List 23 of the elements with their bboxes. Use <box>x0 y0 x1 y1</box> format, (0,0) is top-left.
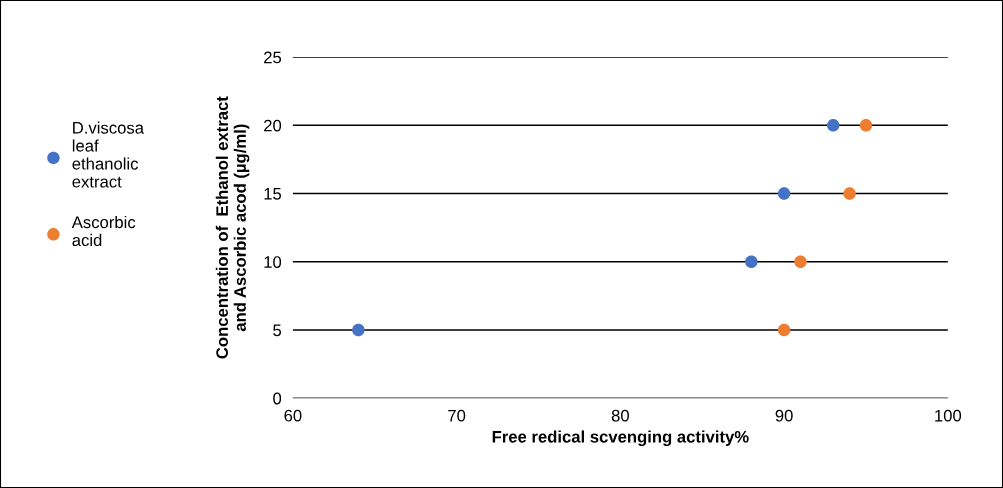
legend-label: Ascorbic acid <box>71 215 136 247</box>
x-tick-label: 60 <box>284 409 302 422</box>
point <box>827 119 840 132</box>
x-tick-label: 90 <box>775 409 793 422</box>
x-axis-title: Free redical scvenging activity% <box>492 430 749 447</box>
point <box>745 255 758 268</box>
legend-label: D.viscosa leaf ethanolic extract <box>72 121 144 188</box>
y-tick-label: 0 <box>273 392 282 405</box>
point <box>777 187 791 200</box>
point <box>859 119 873 132</box>
point <box>843 187 856 200</box>
y-tick-label: 20 <box>264 119 282 132</box>
point <box>777 323 791 337</box>
y-tick-label: 10 <box>264 256 282 268</box>
x-tick-label: 80 <box>611 409 629 422</box>
y-tick-label: 25 <box>264 51 282 64</box>
y-tick-label: 15 <box>264 188 282 200</box>
y-tick-label: 5 <box>273 324 282 337</box>
point <box>352 323 365 337</box>
point <box>794 255 807 268</box>
x-tick-label: 100 <box>935 409 962 422</box>
x-tick-label: 70 <box>448 409 466 422</box>
y-axis-title: Concentration of Ethanol extract and Ascorbic acod (µg/ml) <box>215 96 250 359</box>
